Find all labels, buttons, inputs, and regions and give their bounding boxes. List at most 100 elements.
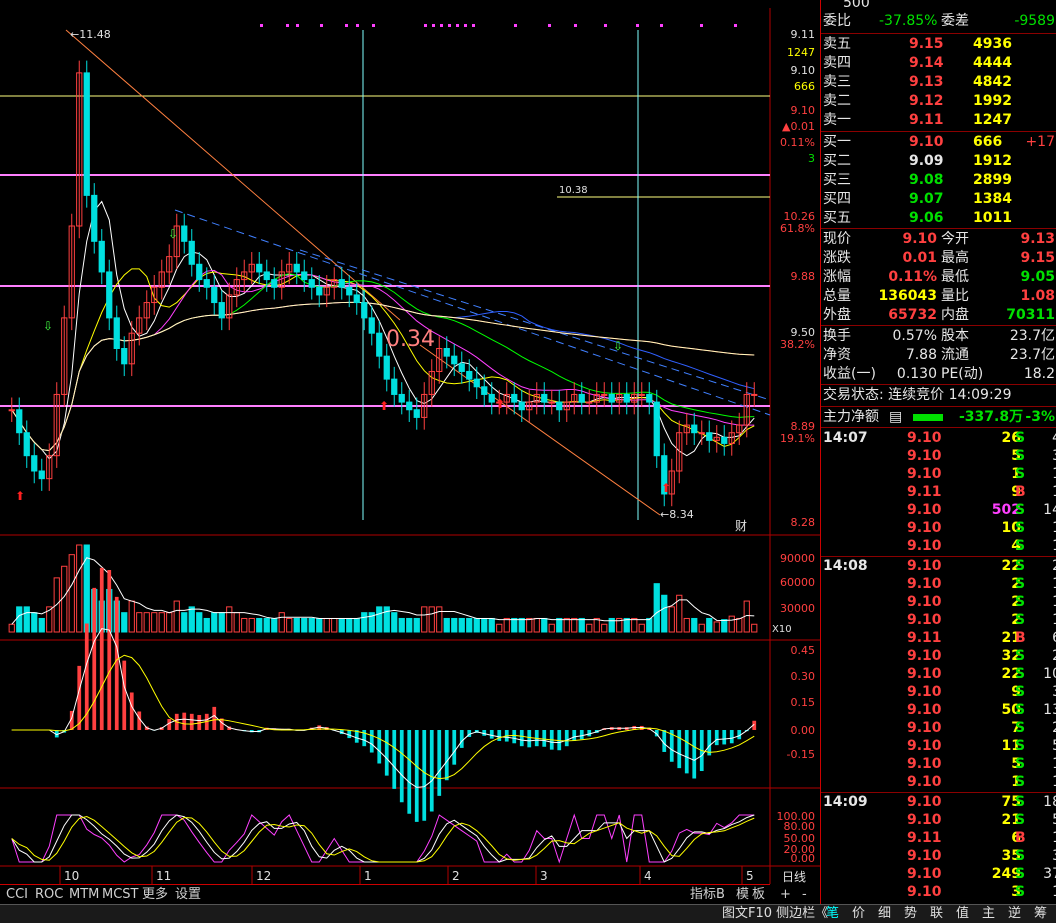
price-axis-tick: 666 bbox=[794, 80, 815, 93]
candle-body bbox=[76, 72, 83, 227]
tick-side: S bbox=[1015, 702, 1026, 718]
tick-row: 9.10 5S 3 bbox=[821, 447, 1056, 466]
tick-row: 9.10 11S 5 bbox=[821, 737, 1056, 756]
order-ratio-row: 委比 -37.85% 委差 -9589 bbox=[821, 12, 1056, 31]
tick-row: 9.10 9S 3 bbox=[821, 683, 1056, 702]
volume-bar bbox=[173, 600, 180, 633]
tab-mcst[interactable]: MCST bbox=[102, 887, 139, 902]
candle-body bbox=[331, 279, 338, 288]
x-axis-label: 3 bbox=[540, 869, 548, 883]
period-label: 日线 bbox=[782, 870, 806, 884]
volume-bar bbox=[503, 617, 510, 633]
webi-label: 委比 bbox=[823, 13, 851, 29]
panel-tab-7[interactable]: 逆 bbox=[1008, 906, 1022, 921]
volume-axis-tick: 60000 bbox=[780, 576, 815, 589]
panel-tab-2[interactable]: 细 bbox=[878, 906, 892, 921]
volume-bar bbox=[683, 617, 690, 633]
bid-price: 9.08 bbox=[909, 172, 944, 188]
tick-volume: 10 bbox=[1001, 520, 1021, 536]
panel-tab-8[interactable]: 筹 bbox=[1034, 906, 1048, 921]
quote-label: 涨幅 bbox=[823, 269, 851, 285]
volume-bar bbox=[436, 606, 443, 633]
price-axis-tick: 8.28 bbox=[791, 516, 816, 529]
candle-body bbox=[113, 317, 120, 349]
candle-body bbox=[361, 302, 368, 319]
stat-value: 18.2 bbox=[1023, 366, 1055, 382]
volume-bar bbox=[578, 617, 585, 633]
tick-time: 14:07 bbox=[823, 430, 868, 446]
tick-row: 9.10 10S 1 bbox=[821, 519, 1056, 538]
macd-axis-tick: 0.00 bbox=[791, 724, 816, 737]
tab-cci[interactable]: CCI bbox=[6, 887, 28, 902]
tick-side: S bbox=[1015, 502, 1026, 518]
volume-bar bbox=[338, 617, 345, 633]
tick-volume: 11 bbox=[1001, 738, 1021, 754]
divider bbox=[821, 406, 1056, 407]
quote-value: 9.15 bbox=[1020, 250, 1055, 266]
volume-bar bbox=[226, 606, 233, 633]
panel-tab-0[interactable]: 笔 bbox=[826, 906, 840, 921]
tab-mtm[interactable]: MTM bbox=[69, 887, 100, 902]
volume-bar bbox=[428, 606, 435, 633]
tick-count: 2 bbox=[1052, 557, 1056, 576]
tick-side: S bbox=[1015, 866, 1026, 882]
tick-price: 9.10 bbox=[907, 702, 942, 718]
panel-tab-5[interactable]: 值 bbox=[956, 906, 970, 921]
tab-settings[interactable]: 设置 bbox=[175, 887, 202, 902]
volume-bar bbox=[353, 617, 360, 633]
tick-side: S bbox=[1015, 538, 1026, 554]
candle-body bbox=[653, 401, 660, 457]
tick-count: 3 bbox=[1052, 683, 1056, 702]
panel-tab-1[interactable]: 价 bbox=[852, 906, 866, 921]
signal-dot bbox=[700, 24, 703, 27]
stat-row: 净资 7.88 流通 23.7亿 bbox=[821, 346, 1056, 365]
zoom-out-button[interactable]: - bbox=[802, 887, 807, 902]
tick-row: 9.11 6B 1 bbox=[821, 829, 1056, 848]
candle-body bbox=[743, 393, 750, 426]
main-fund-label: 主力净额 bbox=[823, 409, 879, 425]
candle-body bbox=[16, 409, 23, 434]
quote-value: 9.10 bbox=[902, 231, 937, 247]
f10-sidebar-toggle[interactable]: 图文F10 侧边栏《 bbox=[722, 906, 829, 921]
tick-side: S bbox=[1015, 756, 1026, 772]
tick-count: 1 bbox=[1052, 519, 1056, 538]
tab-board[interactable]: 板 bbox=[752, 887, 766, 902]
volume-bar bbox=[361, 612, 368, 633]
tick-price: 9.10 bbox=[907, 466, 942, 482]
zoom-in-button[interactable]: + bbox=[780, 887, 791, 902]
candle-body bbox=[713, 436, 720, 441]
candle-body bbox=[368, 317, 375, 334]
candle-body bbox=[218, 302, 225, 319]
panel-tab-4[interactable]: 联 bbox=[930, 906, 944, 921]
tick-row: 9.10 35S 3 bbox=[821, 847, 1056, 866]
bid-label: 买一 bbox=[823, 134, 851, 150]
candle-body bbox=[188, 240, 195, 265]
volume-bar bbox=[263, 617, 270, 633]
tab-more[interactable]: 更多 bbox=[142, 887, 169, 902]
candle-body bbox=[473, 378, 480, 388]
tick-side: S bbox=[1015, 430, 1026, 446]
tab-indicator-b[interactable]: 指标B bbox=[690, 887, 725, 902]
bid-volume: 1384 bbox=[973, 191, 1012, 207]
candle-body bbox=[406, 401, 413, 411]
panel-tab-3[interactable]: 势 bbox=[904, 906, 918, 921]
volume-bar bbox=[308, 617, 315, 633]
volume-bar bbox=[188, 606, 195, 633]
tab-roc[interactable]: ROC bbox=[35, 887, 64, 902]
candle-body bbox=[443, 348, 450, 357]
signal-dot bbox=[440, 24, 443, 27]
volume-bar bbox=[136, 612, 143, 633]
tick-volume: 21 bbox=[1001, 812, 1021, 828]
volume-bar bbox=[421, 606, 428, 633]
panel-tab-6[interactable]: 主 bbox=[982, 906, 996, 921]
bid-label: 买四 bbox=[823, 191, 851, 207]
tab-template[interactable]: 模 bbox=[736, 887, 750, 902]
kdj-axis-tick: 50.00 bbox=[784, 832, 816, 845]
tick-price: 9.10 bbox=[907, 774, 942, 790]
quote-row: 涨幅 0.11% 最低 9.05 bbox=[821, 268, 1056, 287]
chart-area: 10.38 ←11.48 ←8.34 0.34 财 ⬆ ⬆ ⬆ ⬆ ⇩ ⇩ ⇩ 9.11 1247 9.10… bbox=[0, 8, 820, 884]
stat-row: 换手 0.57% 股本 23.7亿 bbox=[821, 327, 1056, 346]
candle-body bbox=[668, 470, 675, 495]
tick-count: 37 bbox=[1043, 866, 1056, 882]
x-axis-label: 2 bbox=[452, 869, 460, 883]
